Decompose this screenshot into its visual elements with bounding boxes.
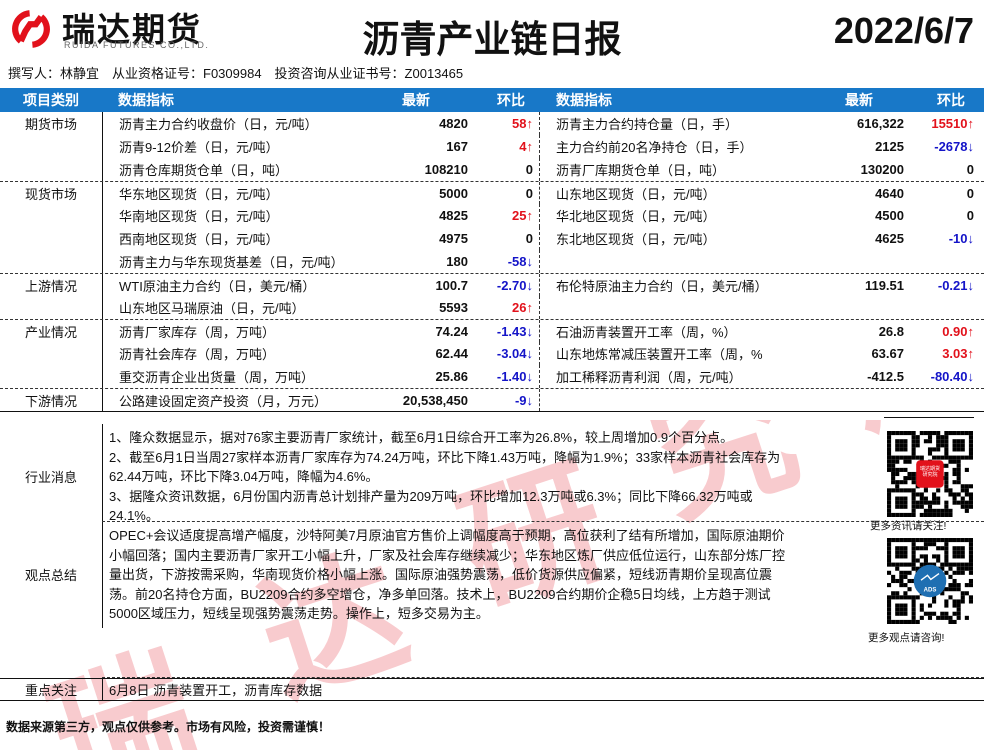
svg-text:研究院: 研究院	[922, 471, 937, 478]
svg-text:瑞达期货: 瑞达期货	[920, 465, 940, 472]
svg-text:ADS: ADS	[924, 588, 937, 594]
